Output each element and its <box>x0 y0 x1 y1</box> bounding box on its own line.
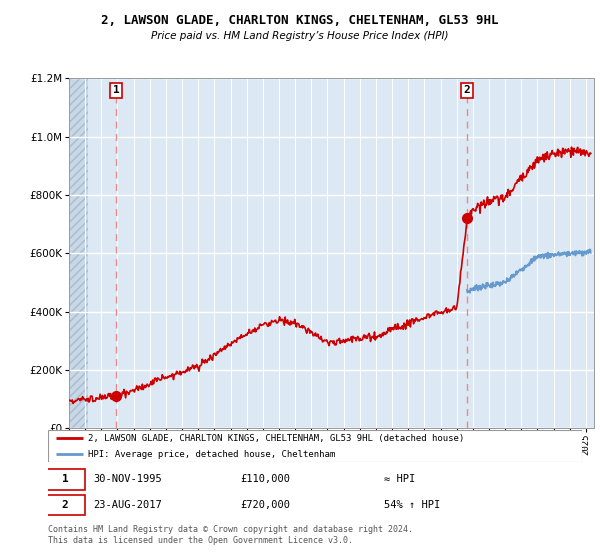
Text: 1: 1 <box>113 85 119 95</box>
Bar <box>69 78 88 428</box>
FancyBboxPatch shape <box>46 495 85 515</box>
Text: 2, LAWSON GLADE, CHARLTON KINGS, CHELTENHAM, GL53 9HL: 2, LAWSON GLADE, CHARLTON KINGS, CHELTEN… <box>101 14 499 27</box>
Text: 23-AUG-2017: 23-AUG-2017 <box>94 500 162 510</box>
Text: Contains HM Land Registry data © Crown copyright and database right 2024.
This d: Contains HM Land Registry data © Crown c… <box>48 525 413 545</box>
Text: Price paid vs. HM Land Registry’s House Price Index (HPI): Price paid vs. HM Land Registry’s House … <box>151 31 449 41</box>
Text: 30-NOV-1995: 30-NOV-1995 <box>94 474 162 484</box>
Text: £110,000: £110,000 <box>240 474 290 484</box>
Text: 54% ↑ HPI: 54% ↑ HPI <box>385 500 440 510</box>
Text: 2: 2 <box>62 500 68 510</box>
Text: ≈ HPI: ≈ HPI <box>385 474 416 484</box>
Text: 1: 1 <box>62 474 68 484</box>
Text: 2, LAWSON GLADE, CHARLTON KINGS, CHELTENHAM, GL53 9HL (detached house): 2, LAWSON GLADE, CHARLTON KINGS, CHELTEN… <box>88 434 464 443</box>
Text: HPI: Average price, detached house, Cheltenham: HPI: Average price, detached house, Chel… <box>88 450 335 459</box>
Text: £720,000: £720,000 <box>240 500 290 510</box>
FancyBboxPatch shape <box>46 469 85 489</box>
Text: 2: 2 <box>464 85 470 95</box>
FancyBboxPatch shape <box>48 430 582 462</box>
